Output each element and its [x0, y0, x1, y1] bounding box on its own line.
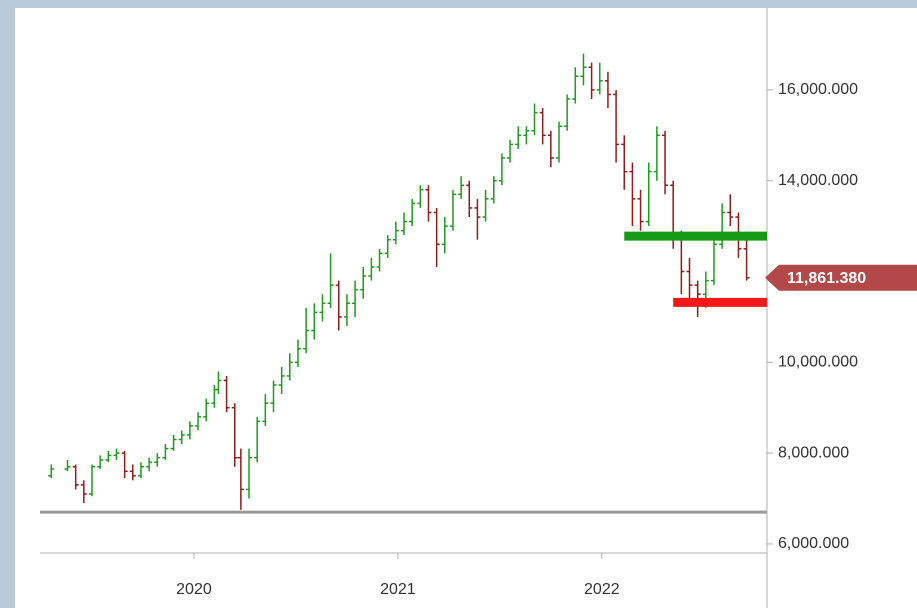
x-tick-label: 2022 [584, 581, 620, 598]
last-price-label: 11,861.380 [787, 270, 866, 287]
y-tick-label: 8,000.000 [778, 444, 849, 461]
last-price-tag [765, 264, 917, 291]
x-tick-label: 2020 [176, 581, 212, 598]
y-tick-label: 16,000.000 [778, 81, 858, 98]
y-tick-label: 10,000.000 [778, 354, 858, 371]
y-tick-label: 14,000.000 [778, 172, 858, 189]
y-tick-label: 6,000.000 [778, 535, 849, 552]
x-tick-label: 2021 [380, 581, 416, 598]
